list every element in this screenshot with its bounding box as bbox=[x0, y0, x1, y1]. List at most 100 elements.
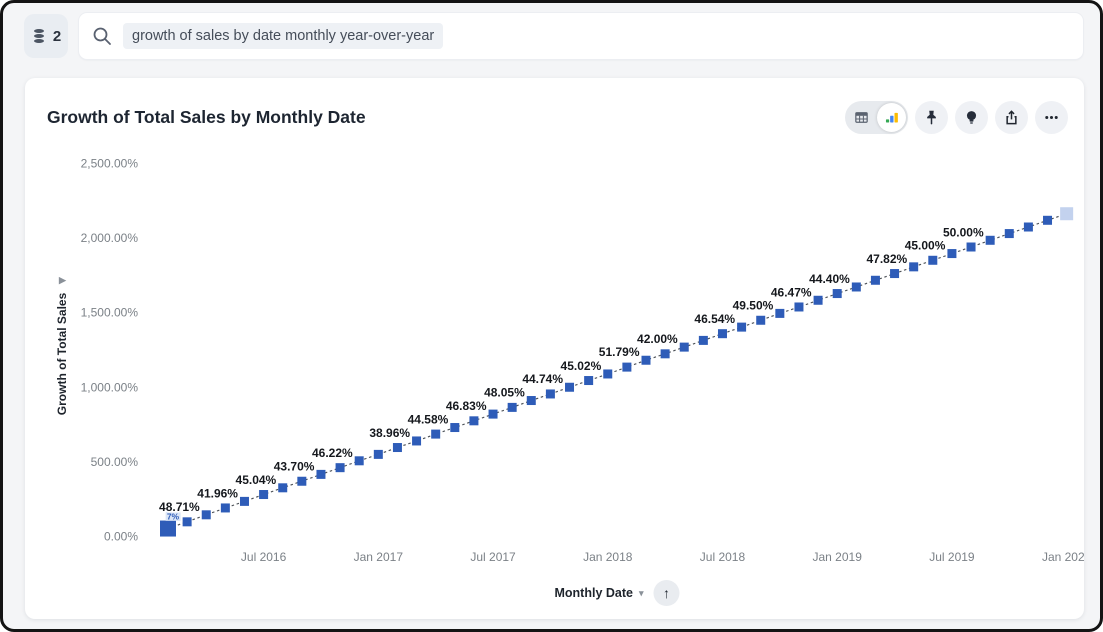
data-point-marker[interactable] bbox=[182, 517, 192, 527]
data-point-marker[interactable] bbox=[316, 469, 326, 479]
data-point-marker[interactable] bbox=[354, 456, 364, 466]
data-point-marker[interactable] bbox=[832, 289, 842, 299]
data-point-marker[interactable] bbox=[698, 335, 708, 345]
data-point-marker[interactable] bbox=[278, 483, 288, 493]
y-axis-title-group[interactable]: Growth of Total Sales ▶ bbox=[55, 274, 69, 416]
insights-button[interactable] bbox=[955, 101, 988, 134]
partial-label-highlight bbox=[165, 511, 181, 521]
search-bar[interactable]: growth of sales by date monthly year-ove… bbox=[79, 13, 1083, 59]
table-view-button[interactable] bbox=[845, 109, 877, 126]
y-axis-title: Growth of Total Sales bbox=[55, 292, 69, 416]
data-point-marker[interactable] bbox=[717, 329, 727, 339]
data-point-label: 46.54% bbox=[694, 312, 735, 326]
data-point-label: 45.04% bbox=[236, 473, 277, 487]
data-point-marker[interactable] bbox=[679, 342, 689, 352]
data-point-label: 48.71% bbox=[159, 500, 200, 514]
data-point-marker[interactable] bbox=[622, 362, 632, 372]
data-point-marker[interactable] bbox=[909, 262, 919, 272]
data-point-marker[interactable] bbox=[507, 402, 517, 412]
data-point-marker[interactable] bbox=[851, 282, 861, 292]
data-point-marker[interactable] bbox=[756, 315, 766, 325]
data-point-marker[interactable] bbox=[488, 409, 498, 419]
partial-data-label: 7% bbox=[167, 511, 180, 521]
x-tick-label: Jan 2017 bbox=[354, 550, 404, 564]
data-point-marker[interactable] bbox=[870, 275, 880, 285]
data-point-marker[interactable] bbox=[526, 396, 536, 406]
x-tick-label: Jul 2019 bbox=[929, 550, 975, 564]
data-source-count: 2 bbox=[52, 27, 62, 45]
data-point-marker[interactable] bbox=[201, 510, 211, 520]
data-point-marker[interactable] bbox=[450, 423, 460, 433]
data-point-marker[interactable] bbox=[660, 349, 670, 359]
y-tick-label: 500.00% bbox=[91, 455, 139, 469]
data-point-marker[interactable] bbox=[813, 295, 823, 305]
share-upload-icon bbox=[1006, 110, 1017, 125]
x-axis-title-group: Monthly Date ▾ ↑ bbox=[554, 580, 680, 606]
data-point-label: 46.47% bbox=[771, 285, 812, 299]
data-point-label: 46.22% bbox=[312, 446, 353, 460]
data-point-marker[interactable] bbox=[1023, 222, 1033, 232]
table-icon bbox=[854, 112, 868, 123]
data-point-marker[interactable] bbox=[335, 463, 345, 473]
data-point-label: 45.00% bbox=[905, 239, 946, 253]
data-point-marker[interactable] bbox=[775, 308, 785, 318]
data-point-marker[interactable] bbox=[412, 436, 422, 446]
pin-button[interactable] bbox=[915, 101, 948, 134]
data-point-marker[interactable] bbox=[794, 302, 804, 312]
chart-toolbar bbox=[845, 101, 1068, 134]
data-point-marker[interactable] bbox=[545, 389, 555, 399]
data-point-marker[interactable] bbox=[220, 503, 230, 513]
data-point-marker[interactable] bbox=[928, 255, 938, 265]
ellipsis-icon bbox=[1045, 115, 1058, 120]
data-point-marker[interactable] bbox=[160, 520, 176, 537]
data-point-marker[interactable] bbox=[890, 269, 900, 279]
data-source-button[interactable]: 2 bbox=[24, 14, 68, 58]
view-toggle[interactable] bbox=[845, 101, 908, 134]
data-point-label: 51.79% bbox=[599, 345, 640, 359]
chart-view-button[interactable] bbox=[877, 103, 906, 132]
data-point-marker[interactable] bbox=[641, 355, 651, 365]
data-point-marker[interactable] bbox=[985, 235, 995, 245]
data-point-label: 38.96% bbox=[369, 426, 410, 440]
data-point-marker[interactable] bbox=[259, 490, 269, 500]
data-point-label: 46.83% bbox=[446, 399, 487, 413]
data-point-marker[interactable] bbox=[392, 443, 402, 453]
data-point-label: 47.82% bbox=[866, 252, 907, 266]
data-point-marker[interactable] bbox=[966, 242, 976, 252]
data-point-marker[interactable] bbox=[431, 429, 441, 439]
chart-title: Growth of Total Sales by Monthly Date bbox=[47, 107, 366, 127]
share-button[interactable] bbox=[995, 101, 1028, 134]
y-axis-caret-icon[interactable]: ▶ bbox=[58, 274, 66, 285]
data-point-marker[interactable] bbox=[469, 416, 479, 426]
data-point-marker[interactable] bbox=[297, 476, 307, 486]
data-point-label: 49.50% bbox=[733, 298, 774, 312]
data-point-label: 48.05% bbox=[484, 386, 525, 400]
x-axis-caret-icon[interactable]: ▾ bbox=[638, 587, 644, 598]
data-point-label: 44.74% bbox=[522, 372, 563, 386]
y-tick-label: 1,000.00% bbox=[81, 380, 139, 394]
data-point-marker[interactable] bbox=[565, 382, 575, 392]
data-point-marker[interactable] bbox=[603, 369, 613, 379]
sort-ascending-button[interactable]: ↑ bbox=[653, 580, 680, 606]
search-query-token[interactable]: growth of sales by date monthly year-ove… bbox=[123, 23, 444, 49]
data-point-marker[interactable] bbox=[947, 249, 957, 259]
pushpin-icon bbox=[927, 110, 936, 125]
data-point-marker[interactable] bbox=[1060, 207, 1074, 221]
sort-arrow-icon: ↑ bbox=[663, 585, 671, 601]
data-point-marker[interactable] bbox=[584, 376, 594, 386]
database-icon bbox=[33, 29, 44, 43]
data-point-marker[interactable] bbox=[239, 496, 249, 506]
data-point-label: 44.58% bbox=[408, 413, 449, 427]
x-tick-label: Jan 2018 bbox=[583, 550, 633, 564]
x-tick-label: Jul 2018 bbox=[700, 550, 746, 564]
answer-card: 2,500.00% 2,000.00% 1,500.00% 1,000.00% 500.… bbox=[25, 78, 1084, 619]
data-point-marker[interactable] bbox=[1043, 215, 1053, 225]
data-point-label: 45.02% bbox=[561, 359, 602, 373]
data-point-label: 43.70% bbox=[274, 459, 315, 473]
x-axis-title[interactable]: Monthly Date bbox=[554, 586, 633, 600]
data-point-marker[interactable] bbox=[373, 449, 383, 459]
more-options-button[interactable] bbox=[1035, 101, 1068, 134]
data-point-marker[interactable] bbox=[737, 322, 747, 332]
data-point-marker[interactable] bbox=[1004, 229, 1014, 239]
